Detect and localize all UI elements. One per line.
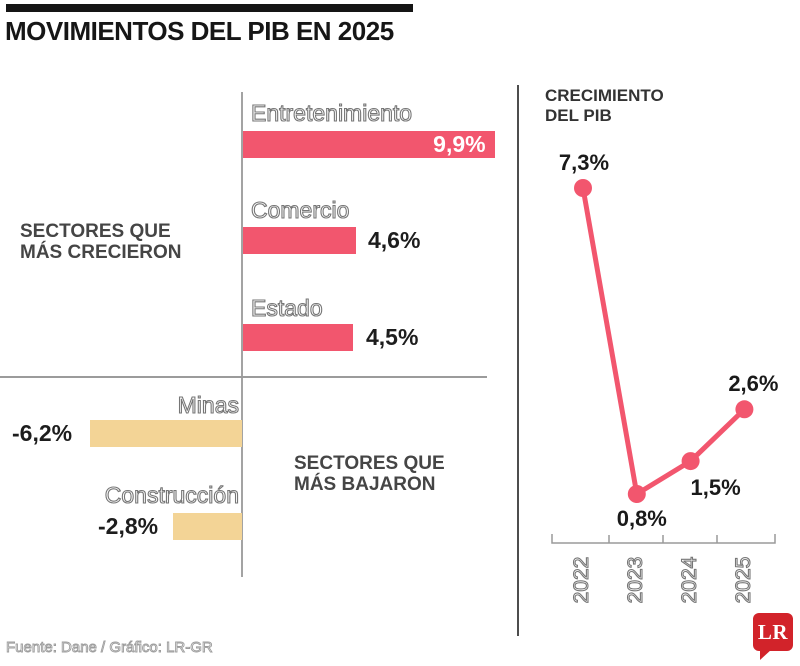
bar-estado <box>243 324 354 351</box>
point-value-2025: 2,6% <box>728 371 779 397</box>
gdp-point-2025 <box>735 400 754 419</box>
bar-value-comercio: 4,6% <box>368 227 421 253</box>
bar-entretenimiento: 9,9% <box>243 131 495 158</box>
x-tick-2025: 2025 <box>731 556 755 604</box>
bar-value-minas: -6,2% <box>12 420 73 446</box>
group-label-fell: SECTORES QUE MÁS BAJARON <box>294 453 445 495</box>
line-chart-title: CRECIMIENTO DEL PIB <box>545 86 664 125</box>
gdp-point-2023 <box>627 485 646 503</box>
bar-label-construccion: Construcción <box>104 482 239 508</box>
source-credit: Fuente: Dane / Gráfico: LR-GR <box>6 639 214 657</box>
lr-logo: LR <box>753 613 793 660</box>
bar-construccion <box>173 513 242 540</box>
bar-comercio <box>243 227 356 254</box>
section-divider-line <box>517 85 519 636</box>
gdp-point-2022 <box>574 179 592 197</box>
lr-logo-text: LR <box>757 619 789 644</box>
bar-label-minas: Minas <box>177 392 239 418</box>
point-value-2023: 0,8% <box>616 506 667 532</box>
gdp-line <box>580 187 747 499</box>
bar-label-estado: Estado <box>250 295 323 321</box>
bar-value-construccion: -2,8% <box>98 513 159 539</box>
group-label-grew: SECTORES QUE MÁS CRECIERON <box>20 221 182 263</box>
zero-divider-line <box>0 376 487 378</box>
lr-logo-tail-icon <box>760 649 772 660</box>
title-rule <box>6 4 413 12</box>
x-axis-bracket <box>551 534 776 544</box>
page-title: MOVIMIENTOS DEL PIB EN 2025 <box>5 16 394 46</box>
bar-value-estado: 4,5% <box>366 324 419 350</box>
bar-label-comercio: Comercio <box>250 197 350 223</box>
point-value-2022: 7,3% <box>558 150 610 176</box>
bar-chart-axis <box>241 92 243 577</box>
x-tick-2023: 2023 <box>623 556 647 604</box>
x-tick-2024: 2024 <box>677 556 701 604</box>
x-tick-2022: 2022 <box>569 556 593 604</box>
gdp-point-2024 <box>681 452 700 471</box>
point-value-2024: 1,5% <box>690 475 741 501</box>
bar-label-entretenimiento: Entretenimiento <box>250 100 413 126</box>
bar-minas <box>90 420 242 447</box>
